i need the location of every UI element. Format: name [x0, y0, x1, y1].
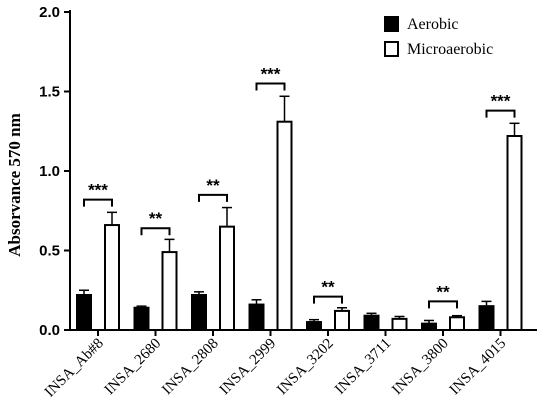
bar-microaerobic: [276, 120, 293, 331]
significance-bracket: [313, 295, 343, 304]
bar-aerobic: [363, 314, 380, 332]
bar-microaerobic: [219, 225, 235, 331]
bar-microaerobic: [334, 309, 350, 332]
legend: Aerobic Microaerobic: [384, 16, 493, 58]
bar-microaerobic: [161, 251, 178, 331]
significance-label: ***: [491, 92, 511, 111]
significance-bracket: [198, 193, 228, 202]
significance-label: **: [149, 209, 163, 228]
significance-label: **: [206, 176, 220, 195]
x-tick-label: INSA_3711: [332, 336, 394, 398]
significance-bracket: [485, 109, 516, 118]
significance-label: **: [436, 282, 450, 301]
y-tick-label: 1.5: [39, 84, 60, 101]
bars: [76, 95, 523, 332]
y-tick-label: 0.5: [39, 243, 60, 260]
y-tick-label: 0.0: [39, 322, 60, 339]
y-tick-label: 1.0: [39, 163, 60, 180]
significance-markers: ************ *****: [83, 65, 516, 309]
bar-microaerobic: [391, 317, 408, 331]
y-axis-label: Absorvance 570 nm: [5, 113, 24, 257]
significance-label: ***: [261, 65, 281, 84]
significance-bracket: [255, 82, 286, 91]
legend-swatch-microaerobic: [384, 41, 399, 57]
bar-aerobic: [421, 322, 437, 332]
x-tick-label: INSA_3202: [274, 336, 337, 399]
legend-label-aerobic: Aerobic: [407, 16, 459, 33]
x-tick-label: INSA_2680: [102, 336, 165, 399]
bar-microaerobic: [104, 224, 120, 331]
x-tick-label: INSA_2999: [217, 336, 280, 399]
x-tick-label: INSA_4015: [447, 336, 510, 399]
x-tick-label: INSA_3800: [389, 336, 452, 399]
legend-label-microaerobic: Microaerobic: [407, 41, 493, 58]
bar-aerobic: [76, 294, 92, 331]
y-tick-label: 2.0: [39, 4, 60, 21]
significance-bracket: [140, 227, 171, 236]
significance-label: **: [321, 278, 335, 297]
x-tick-label: INSA_2808: [159, 336, 222, 399]
x-tick-label: INSA_Ab#8: [42, 336, 107, 401]
legend-swatch-aerobic: [384, 16, 399, 32]
bar-aerobic: [248, 303, 265, 331]
significance-label: ***: [88, 181, 108, 200]
bar-aerobic: [478, 305, 495, 331]
bar-microaerobic: [449, 316, 465, 331]
bar-aerobic: [191, 294, 207, 331]
bar-aerobic: [133, 306, 150, 331]
bar-microaerobic: [506, 135, 523, 331]
bar-aerobic: [306, 321, 322, 331]
significance-bracket: [428, 300, 458, 309]
significance-bracket: [83, 198, 113, 207]
